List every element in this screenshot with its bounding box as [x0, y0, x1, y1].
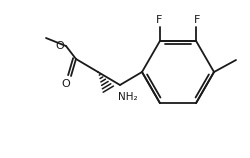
Text: F: F [155, 15, 162, 25]
Text: O: O [62, 79, 70, 89]
Text: O: O [56, 41, 64, 51]
Text: NH₂: NH₂ [118, 92, 137, 102]
Text: F: F [193, 15, 200, 25]
